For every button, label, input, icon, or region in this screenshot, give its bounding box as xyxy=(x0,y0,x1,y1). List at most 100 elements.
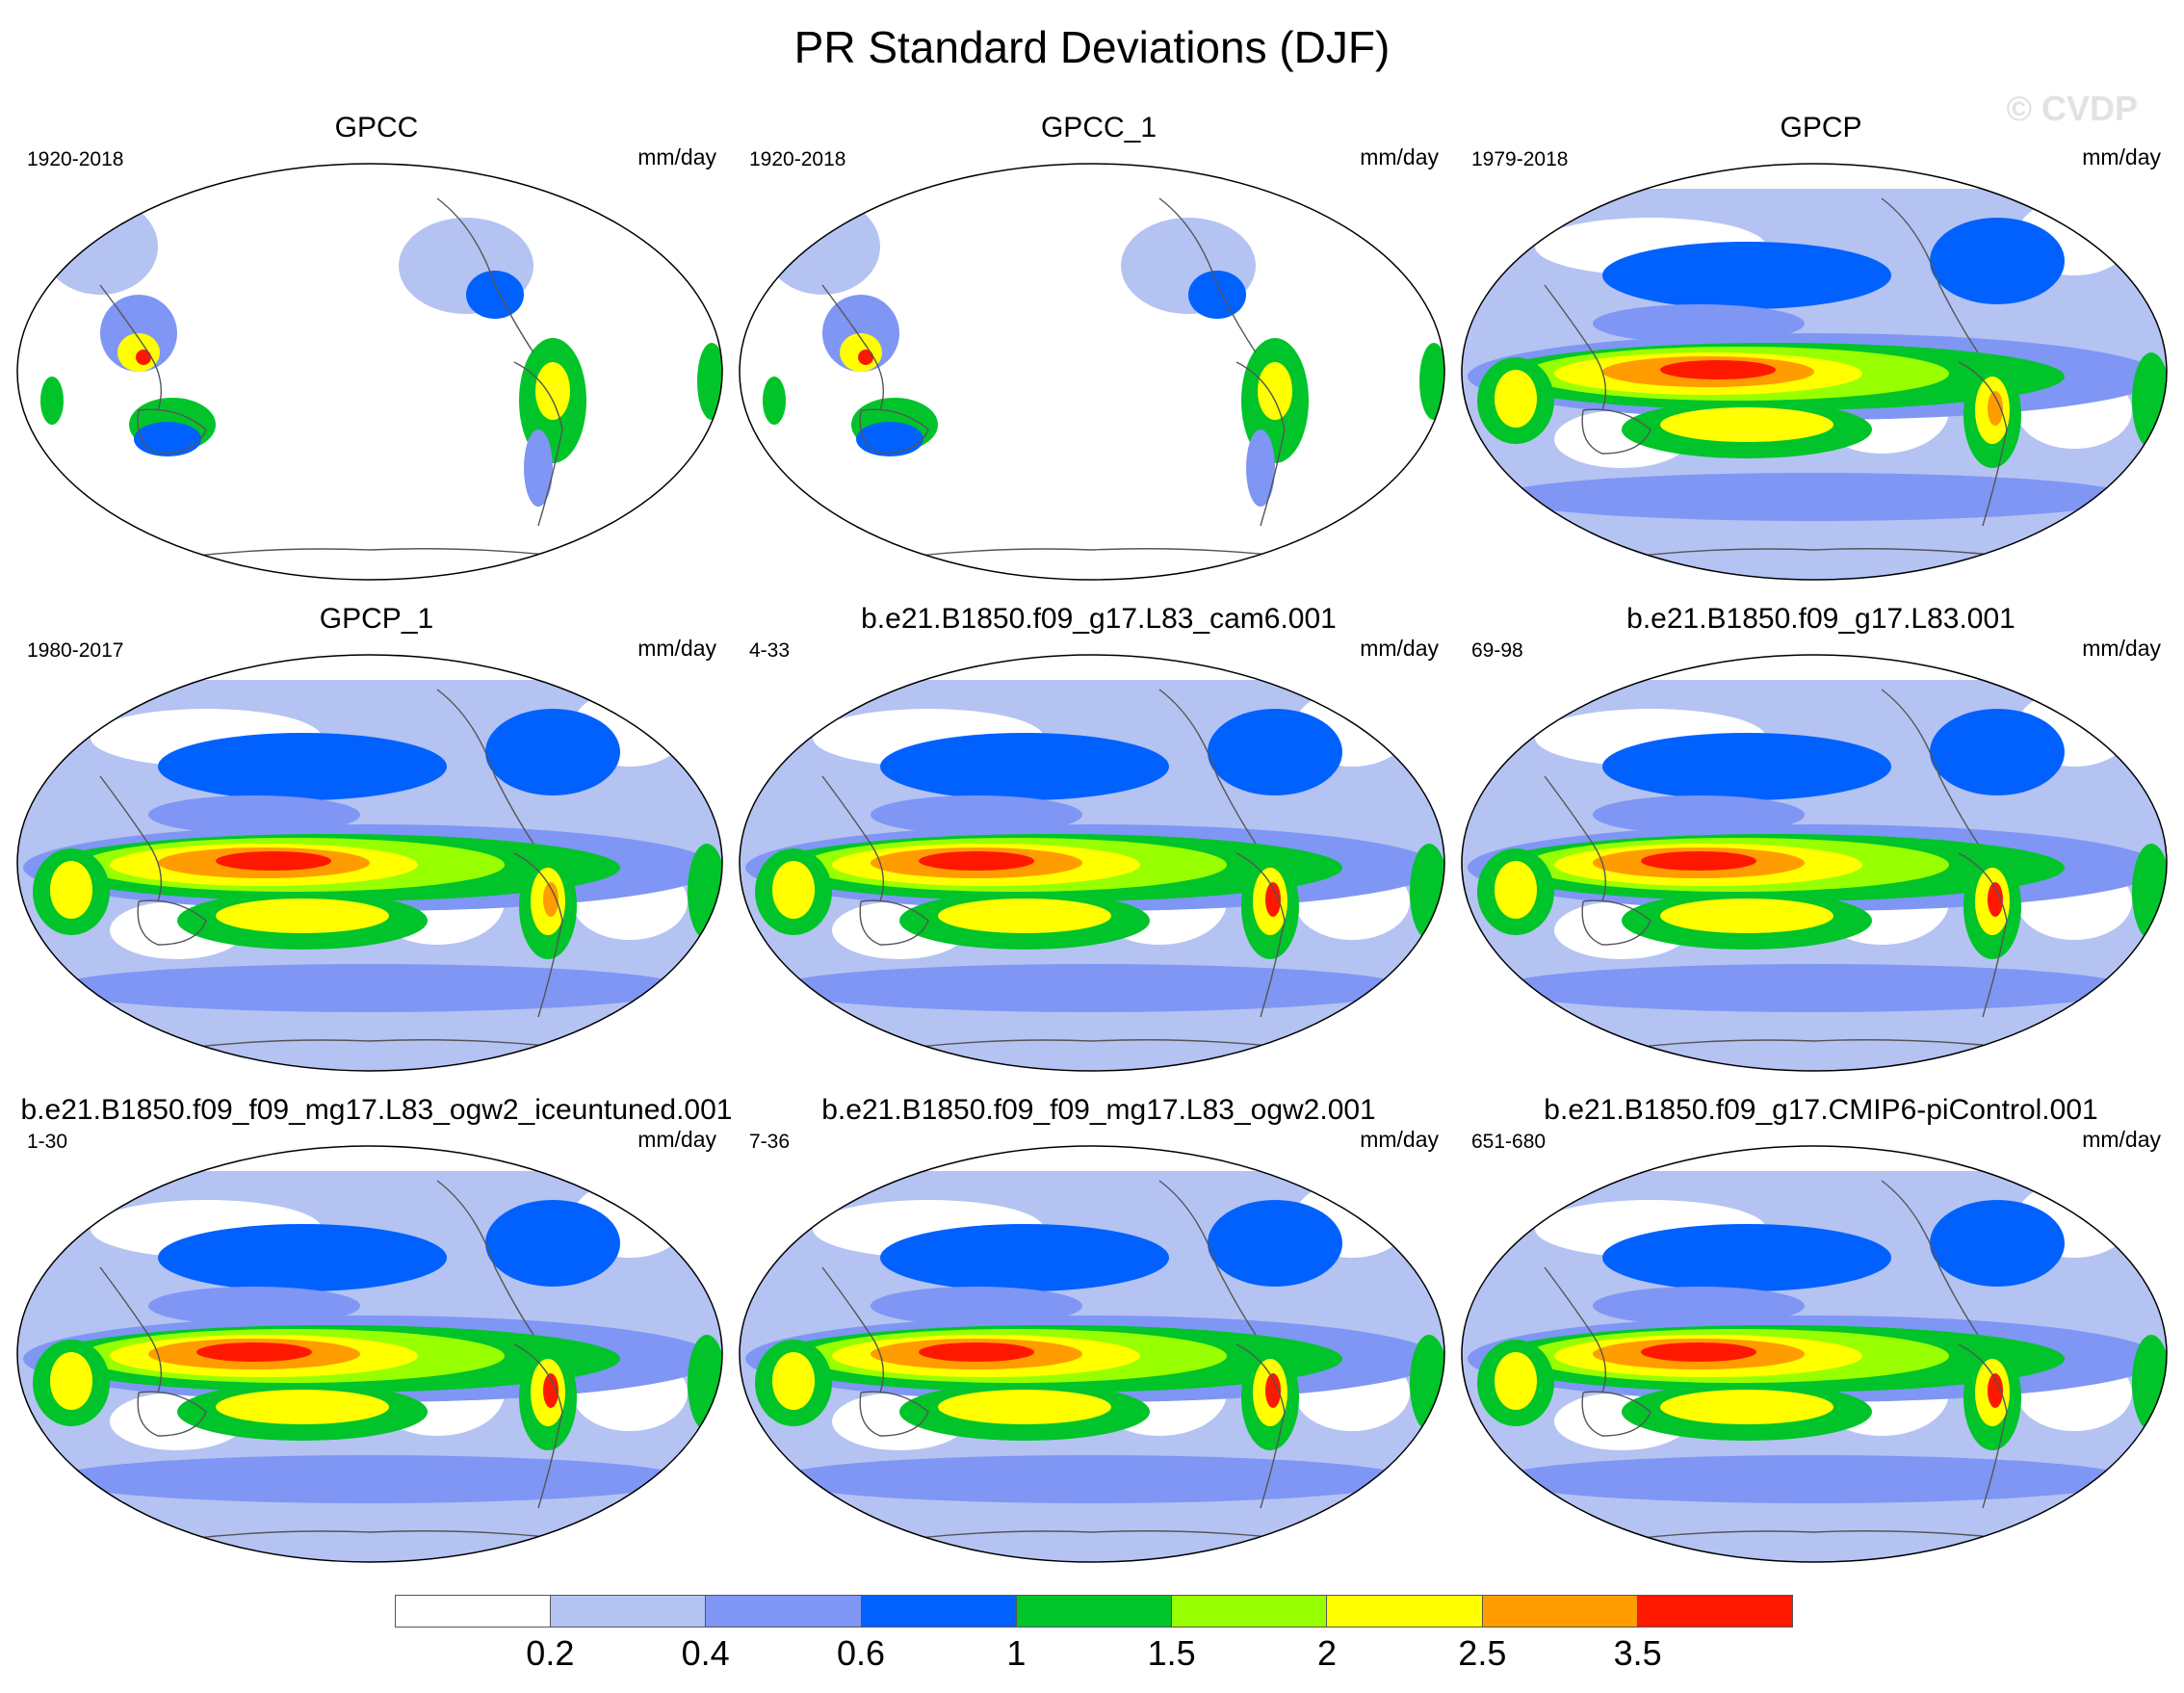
map-panel: b.e21.B1850.f09_f09_mg17.L83_ogw2_iceunt… xyxy=(13,998,740,1563)
coastline-antarctica xyxy=(128,1530,592,1548)
spcz xyxy=(938,1390,1111,1424)
colorbar-tick-label: 1.5 xyxy=(1147,1633,1196,1673)
colorbar-tick-label: 2 xyxy=(1316,1633,1338,1673)
panel-years: 4-33 xyxy=(749,639,791,662)
figure-title: PR Standard Deviations (DJF) xyxy=(793,22,1391,72)
colorbar-swatch xyxy=(861,1596,1017,1627)
coastline xyxy=(1544,775,1651,946)
panel-units: mm/day xyxy=(637,144,716,169)
map-panel: GPCP 1979-2018 mm/day xyxy=(1458,15,2184,581)
panel-title: b.e21.B1850.f09_g17.CMIP6-piControl.001 xyxy=(1544,1094,2098,1126)
world-map xyxy=(739,1145,1445,1563)
land-africa xyxy=(40,377,64,425)
colorbar-tick-label: 1 xyxy=(1006,1633,1027,1673)
storm-track xyxy=(880,733,1169,800)
panel-years: 1979-2018 xyxy=(1471,148,1569,170)
storm-track xyxy=(148,795,360,834)
coastline xyxy=(1544,1266,1651,1437)
world-map xyxy=(1461,1145,2168,1563)
land-asia xyxy=(42,198,158,295)
land-north-america xyxy=(1188,271,1246,319)
southern-storm-track xyxy=(1496,1455,2132,1503)
spcz xyxy=(216,1390,389,1424)
storm-track xyxy=(871,1287,1082,1325)
tropical-band xyxy=(919,851,1034,871)
africa xyxy=(1410,844,1444,940)
panel-years: 651-680 xyxy=(1471,1131,1547,1153)
tropical-band xyxy=(1660,360,1776,379)
colorbar xyxy=(395,1595,1793,1628)
land-north-america xyxy=(466,271,524,319)
coastline-antarctica xyxy=(128,1039,592,1056)
panel-years: 1920-2018 xyxy=(27,148,124,170)
indian-ocean xyxy=(50,861,92,919)
spcz xyxy=(1660,407,1833,442)
map-panel: GPCC_1 1920-2018 mm/day xyxy=(736,15,1462,581)
panel-units: mm/day xyxy=(637,636,716,661)
storm-track xyxy=(871,795,1082,834)
panel-units: mm/day xyxy=(2082,1127,2161,1152)
panel-title: b.e21.B1850.f09_f09_mg17.L83_ogw2.001 xyxy=(821,1094,1376,1126)
africa xyxy=(2132,352,2167,449)
coastline xyxy=(99,775,207,946)
southern-storm-track xyxy=(1496,964,2132,1012)
tropical-band xyxy=(216,851,331,871)
indian-ocean xyxy=(772,1352,815,1410)
land-seasia xyxy=(136,350,151,365)
south-america xyxy=(1988,882,2003,917)
storm-track xyxy=(1593,304,1805,343)
spcz xyxy=(216,899,389,933)
world-map xyxy=(16,654,723,1072)
africa xyxy=(688,844,722,940)
southern-storm-track xyxy=(52,964,688,1012)
map-panel: GPCP_1 1980-2017 mm/day xyxy=(13,507,740,1072)
map-panel: b.e21.B1850.f09_g17.L83_cam6.001 4-33 mm/d… xyxy=(736,507,1462,1072)
indian-ocean xyxy=(1495,370,1537,428)
coastline-antarctica xyxy=(128,548,592,565)
world-map xyxy=(1461,654,2168,1072)
storm-track xyxy=(485,709,620,795)
land-south-america xyxy=(535,362,570,420)
panel-years: 1920-2018 xyxy=(749,148,846,170)
panel-title: b.e21.B1850.f09_f09_mg17.L83_ogw2_iceunt… xyxy=(20,1094,733,1126)
coastline xyxy=(1544,284,1651,455)
coastline xyxy=(1881,1180,2008,1509)
coastline xyxy=(1881,689,2008,1018)
storm-track xyxy=(158,733,447,800)
tropical-band xyxy=(196,1342,312,1362)
map-panel: b.e21.B1850.f09_g17.L83.001 69-98 mm/day xyxy=(1458,507,2184,1072)
south-america xyxy=(1265,882,1281,917)
storm-track xyxy=(1602,242,1891,309)
colorbar-swatch xyxy=(1637,1596,1792,1627)
map-border xyxy=(16,1145,723,1563)
panel-years: 7-36 xyxy=(749,1131,791,1153)
storm-track xyxy=(1208,1200,1342,1287)
spcz xyxy=(938,899,1111,933)
storm-track xyxy=(1208,709,1342,795)
world-map xyxy=(16,163,723,581)
map-border xyxy=(1461,654,2168,1072)
coastline-antarctica xyxy=(1573,1530,2037,1548)
storm-track xyxy=(485,1200,620,1287)
colorbar-tick-label: 0.6 xyxy=(836,1633,886,1673)
tropical-band xyxy=(1641,1342,1756,1362)
panel-units: mm/day xyxy=(1360,1127,1439,1152)
panel-units: mm/day xyxy=(637,1127,716,1152)
spcz xyxy=(1660,1390,1833,1424)
southern-storm-track xyxy=(52,1455,688,1503)
colorbar-tick-label: 3.5 xyxy=(1613,1633,1662,1673)
south-america xyxy=(543,1373,559,1408)
colorbar-swatch xyxy=(396,1596,552,1627)
world-map xyxy=(16,1145,723,1563)
storm-track xyxy=(158,1224,447,1291)
colorbar-tick-label: 2.5 xyxy=(1458,1633,1507,1673)
tropical-band xyxy=(919,1342,1034,1362)
africa xyxy=(2132,844,2167,940)
map-panel: b.e21.B1850.f09_f09_mg17.L83_ogw2.001 7-3… xyxy=(736,998,1462,1563)
coastline-antarctica xyxy=(1573,1039,2037,1056)
panel-years: 1-30 xyxy=(27,1131,68,1153)
storm-track xyxy=(1930,1200,2065,1287)
africa xyxy=(2132,1335,2167,1431)
coastline xyxy=(1881,197,2008,527)
land-south-america xyxy=(1246,430,1275,507)
